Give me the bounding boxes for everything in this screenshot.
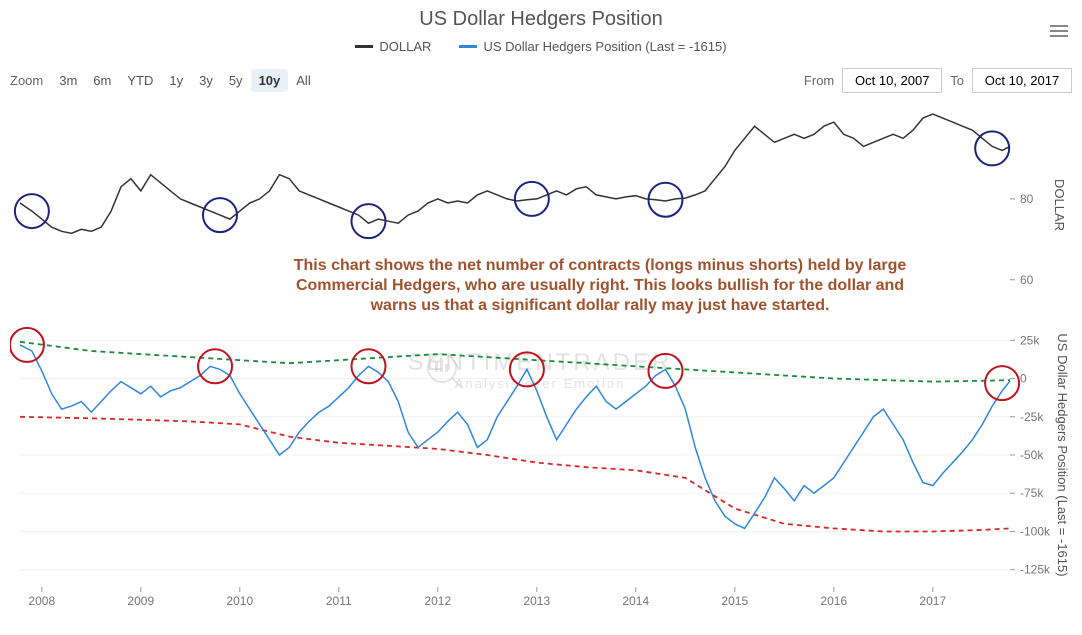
x-tick-label: 2012	[424, 594, 451, 608]
legend-label-dollar: DOLLAR	[379, 39, 431, 54]
swatch-hedgers	[459, 45, 477, 48]
chart-svg: SENTIMENTRADERAnalysis over Emotion This…	[10, 110, 1072, 625]
zoom-btn-3y[interactable]: 3y	[191, 69, 221, 92]
legend-item-hedgers: US Dollar Hedgers Position (Last = -1615…	[459, 39, 726, 54]
x-tick-label: 2017	[919, 594, 946, 608]
y-axis-upper-label: DOLLAR	[1052, 179, 1067, 231]
from-label: From	[804, 73, 834, 88]
swatch-dollar	[355, 45, 373, 48]
highlight-circle-upper	[975, 131, 1009, 165]
legend-label-hedgers: US Dollar Hedgers Position (Last = -1615…	[483, 39, 726, 54]
chart-area: SENTIMENTRADERAnalysis over Emotion This…	[10, 110, 1072, 625]
highlight-circle-lower	[985, 366, 1019, 400]
annotation-line: warns us that a significant dollar rally…	[370, 297, 830, 314]
x-tick-label: 2011	[326, 594, 352, 608]
annotation-line: This chart shows the net number of contr…	[294, 257, 907, 274]
zoom-btn-3m[interactable]: 3m	[51, 69, 85, 92]
annotation-line: Commercial Hedgers, who are usually righ…	[296, 277, 904, 294]
zoom-btn-6m[interactable]: 6m	[85, 69, 119, 92]
highlight-circle-upper	[351, 204, 385, 238]
y-tick-lower: -50k	[1020, 448, 1044, 462]
y-tick-lower: 25k	[1020, 333, 1040, 347]
zoom-btn-5y[interactable]: 5y	[221, 69, 251, 92]
to-date-input[interactable]	[972, 68, 1072, 93]
x-tick-label: 2014	[622, 594, 649, 608]
zoom-btn-1y[interactable]: 1y	[161, 69, 191, 92]
y-tick-lower: 0	[1020, 372, 1027, 386]
y-tick-upper: 80	[1020, 192, 1034, 206]
legend-item-dollar: DOLLAR	[355, 39, 431, 54]
x-tick-label: 2016	[820, 594, 847, 608]
y-tick-lower: -100k	[1020, 524, 1051, 538]
zoom-btn-10y[interactable]: 10y	[251, 69, 289, 92]
legend: DOLLAR US Dollar Hedgers Position (Last …	[0, 39, 1082, 54]
chart-title: US Dollar Hedgers Position	[0, 8, 1082, 31]
y-axis-lower-label: US Dollar Hedgers Position (Last = -1615…	[1055, 333, 1070, 576]
zoom-btn-ytd[interactable]: YTD	[119, 69, 161, 92]
dollar-line	[20, 114, 1010, 233]
from-date-input[interactable]	[842, 68, 942, 93]
x-tick-label: 2015	[721, 594, 748, 608]
to-label: To	[950, 73, 964, 88]
zoom-label: Zoom	[10, 73, 43, 88]
x-tick-label: 2013	[523, 594, 550, 608]
y-tick-lower: -125k	[1020, 563, 1051, 577]
x-tick-label: 2009	[127, 594, 154, 608]
date-range: From To	[804, 68, 1072, 93]
watermark-sub: Analysis over Emotion	[455, 376, 626, 391]
zoom-controls: Zoom 3m6mYTD1y3y5y10yAll	[10, 69, 319, 92]
y-tick-lower: -75k	[1020, 486, 1044, 500]
zoom-btn-all[interactable]: All	[288, 69, 318, 92]
x-tick-label: 2008	[28, 594, 55, 608]
x-tick-label: 2010	[226, 594, 253, 608]
y-tick-lower: -25k	[1020, 410, 1044, 424]
menu-icon[interactable]	[1050, 22, 1068, 40]
y-tick-upper: 60	[1020, 273, 1034, 287]
